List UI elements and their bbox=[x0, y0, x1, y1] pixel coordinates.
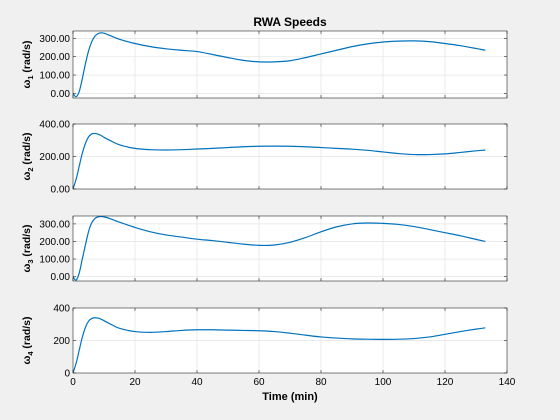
y-axis-label-symbol: ω bbox=[21, 356, 33, 365]
axes-frame bbox=[72, 30, 508, 99]
y-tick-label: 100.00 bbox=[39, 71, 70, 82]
y-axis-label-subscript: 1 bbox=[26, 75, 35, 79]
y-tick-label: 200.00 bbox=[39, 152, 70, 163]
y-tick-label: 200 bbox=[53, 336, 70, 347]
x-axis-label: Time (min) bbox=[262, 391, 318, 403]
axes-frame bbox=[72, 215, 508, 282]
x-tick-label: 40 bbox=[191, 377, 203, 388]
chart-title: RWA Speeds bbox=[253, 15, 327, 29]
y-tick-label: 0.00 bbox=[51, 89, 71, 100]
x-tick-label: 140 bbox=[499, 377, 516, 388]
y-tick-label: 400.00 bbox=[39, 120, 70, 131]
subplot-4: 0 20 40 60 80 100 120 140 0 200 400 ω4 (rad/s) Time … bbox=[21, 304, 516, 404]
x-tick-label: 20 bbox=[129, 377, 141, 388]
y-tick-label: 0.00 bbox=[51, 272, 71, 283]
subplot-1: 0.00 100.00 200.00 300.00 ω1 (rad/s) RWA Spee… bbox=[21, 15, 508, 100]
y-axis-label-unit: (rad/s) bbox=[21, 40, 33, 75]
subplot-2: 0.00 200.00 400.00 ω2 (rad/s) bbox=[21, 120, 508, 196]
plot-area bbox=[73, 31, 507, 98]
series-line-omega-3 bbox=[73, 216, 486, 281]
series-line-omega-2 bbox=[73, 132, 486, 189]
plot-area bbox=[73, 216, 507, 281]
x-tick-label: 120 bbox=[437, 377, 454, 388]
y-axis-label-subscript: 4 bbox=[26, 351, 35, 356]
y-tick-label: 200.00 bbox=[39, 52, 70, 63]
y-tick-label: 300.00 bbox=[39, 219, 70, 230]
y-axis-label: ω4 (rad/s) bbox=[21, 316, 35, 364]
x-tick-label: 60 bbox=[253, 377, 265, 388]
y-axis-label: ω1 (rad/s) bbox=[21, 40, 35, 88]
y-axis-label: ω3 (rad/s) bbox=[21, 224, 35, 272]
y-tick-label: 0 bbox=[64, 369, 70, 380]
y-axis-label-symbol: ω bbox=[21, 264, 33, 273]
y-tick-label: 300.00 bbox=[39, 34, 70, 45]
x-tick-label: 80 bbox=[315, 377, 327, 388]
y-tick-label: 100.00 bbox=[39, 255, 70, 266]
y-axis-label-unit: (rad/s) bbox=[21, 132, 33, 167]
series-line-omega-4 bbox=[73, 317, 486, 373]
y-axis-label: ω2 (rad/s) bbox=[21, 132, 35, 180]
y-axis-label-unit: (rad/s) bbox=[21, 316, 33, 351]
y-tick-label: 400 bbox=[53, 304, 70, 315]
y-tick-label: 0.00 bbox=[51, 185, 71, 196]
y-axis-label-subscript: 2 bbox=[26, 167, 35, 171]
y-axis-label-symbol: ω bbox=[21, 80, 33, 89]
y-tick-label: 200.00 bbox=[39, 237, 70, 248]
y-axis-label-unit: (rad/s) bbox=[21, 224, 33, 259]
subplot-3: 0.00 100.00 200.00 300.00 ω3 (rad/s) bbox=[21, 215, 508, 283]
y-axis-label-symbol: ω bbox=[21, 172, 33, 181]
series-line-omega-1 bbox=[73, 32, 486, 98]
x-tick-label: 0 bbox=[70, 377, 76, 388]
y-axis-label-subscript: 3 bbox=[26, 259, 35, 263]
x-tick-label: 100 bbox=[375, 377, 392, 388]
